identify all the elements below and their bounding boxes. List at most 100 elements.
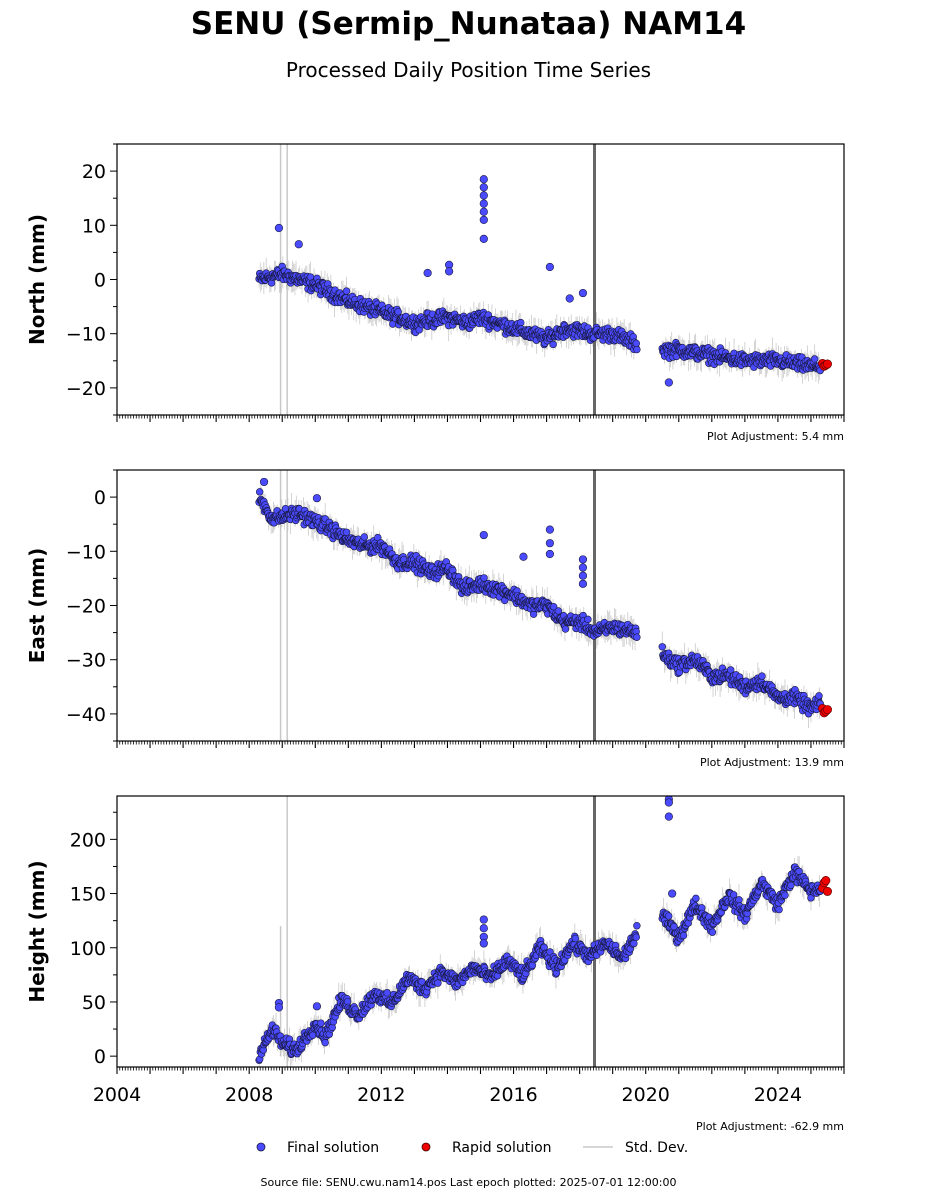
legend-final-label: Final solution <box>287 1140 379 1156</box>
north-outlier-point <box>664 378 673 387</box>
east-outlier-point <box>578 579 588 588</box>
east-outlier-point <box>578 563 588 572</box>
height-outlier-point <box>668 889 677 898</box>
height-outlier-point <box>479 939 488 948</box>
height-y-tick-label: 200 <box>70 829 106 851</box>
height-outlier-point <box>664 798 673 807</box>
north-y-axis-label: North (mm) <box>25 214 49 345</box>
height-error-bars <box>258 855 821 1067</box>
height-rapid-point <box>821 876 831 886</box>
height-final-point <box>633 922 641 930</box>
height-final-point <box>383 989 391 997</box>
north-final-points <box>255 175 824 387</box>
east-rapid-point <box>822 705 832 715</box>
height-final-point <box>781 891 789 899</box>
height-final-point <box>729 891 738 899</box>
height-final-point <box>775 905 783 914</box>
east-y-tick-label: 0 <box>94 487 106 509</box>
height-panel: 0 50 100 150 200 2004 2008 2012 2016 2020 2024 Heig… <box>25 795 845 1133</box>
east-plot-area <box>255 470 832 741</box>
height-y-tick-label: 0 <box>94 1046 106 1068</box>
east-final-point <box>815 692 823 700</box>
height-final-point <box>679 931 688 940</box>
north-rapid-point <box>822 359 832 369</box>
north-y-tick-label: 0 <box>94 270 106 292</box>
east-final-point <box>633 633 641 641</box>
legend: Final solution Rapid solution Std. Dev. <box>256 1140 688 1156</box>
height-y-tick-label: 100 <box>70 938 106 960</box>
north-outlier-point <box>423 268 432 278</box>
north-plot-area <box>255 144 832 415</box>
height-final-point <box>708 928 717 936</box>
north-plot-adjustment: Plot Adjustment: 5.4 mm <box>707 430 844 443</box>
north-final-point <box>517 318 525 327</box>
height-rapid-point <box>822 886 832 896</box>
east-axes-frame <box>116 469 845 742</box>
north-final-point <box>810 355 819 363</box>
east-outlier-point <box>545 549 554 559</box>
east-outlier-point <box>519 552 528 561</box>
height-final-point <box>317 1019 325 1027</box>
east-y-tick-label: −40 <box>66 704 106 726</box>
height-final-point <box>434 979 442 987</box>
east-final-point <box>360 533 368 541</box>
height-plot-adjustment: Plot Adjustment: -62.9 mm <box>696 1120 844 1133</box>
height-final-point <box>309 1031 317 1039</box>
east-final-point <box>561 625 570 633</box>
east-outlier-point <box>545 539 554 548</box>
height-y-axis-label: Height (mm) <box>25 860 49 1002</box>
north-outlier-point <box>565 294 574 303</box>
east-final-point <box>727 666 735 674</box>
north-final-point <box>633 345 641 354</box>
east-y-tick-label: −10 <box>66 541 106 563</box>
north-outlier-point <box>479 234 488 243</box>
north-outlier-point <box>479 199 488 208</box>
height-x-tick-label: 2024 <box>754 1084 802 1106</box>
east-panel: −40 −30 −20 −10 0 East (mm) Plot Adjustment: 1… <box>25 469 845 769</box>
east-y-tick-label: −20 <box>66 596 106 618</box>
east-outlier-point <box>578 571 588 580</box>
height-final-point <box>571 934 580 943</box>
east-outlier-point <box>312 494 322 503</box>
height-final-point <box>665 912 673 920</box>
north-outlier-point <box>479 183 488 192</box>
north-outlier-point <box>274 223 284 233</box>
north-outlier-point <box>479 191 488 200</box>
north-outlier-point <box>445 267 454 276</box>
north-y-tick-label: 20 <box>82 161 106 183</box>
height-final-point <box>632 933 640 941</box>
legend-rapid-marker <box>421 1142 431 1152</box>
north-outlier-point <box>479 215 488 224</box>
north-outlier-point <box>479 175 488 184</box>
east-outlier-point <box>545 525 554 534</box>
north-y-tick-label: −20 <box>66 378 106 400</box>
height-final-point <box>787 881 795 890</box>
north-y-tick-label: 10 <box>82 215 106 237</box>
height-outlier-point <box>479 924 488 933</box>
east-final-point <box>549 603 558 611</box>
east-final-point <box>584 615 592 624</box>
east-final-point <box>255 488 264 496</box>
north-rapid-points <box>818 359 832 371</box>
legend-final-marker <box>256 1142 266 1152</box>
north-outlier-point <box>479 207 488 216</box>
east-final-point <box>658 643 666 651</box>
north-axes-frame <box>116 143 845 416</box>
north-outlier-point <box>578 288 588 298</box>
east-outlier-point <box>578 555 588 564</box>
height-y-tick-label: 150 <box>70 884 106 906</box>
height-x-tick-label: 2016 <box>489 1084 537 1106</box>
east-outlier-point <box>259 477 269 487</box>
north-panel: −20 −10 0 10 20 North (mm) Plot Adjustment: 5.… <box>25 143 845 443</box>
east-final-points <box>255 477 824 718</box>
east-final-point <box>758 672 766 680</box>
height-x-tick-label: 2012 <box>357 1084 405 1106</box>
height-final-points <box>255 796 824 1064</box>
height-x-tick-label: 2004 <box>93 1084 141 1106</box>
east-y-axis-label: East (mm) <box>25 548 49 664</box>
north-outlier-point <box>294 240 303 249</box>
north-final-point <box>549 340 557 349</box>
height-plot-area <box>255 796 832 1067</box>
chart-title: SENU (Sermip_Nunataa) NAM14 <box>190 6 747 42</box>
